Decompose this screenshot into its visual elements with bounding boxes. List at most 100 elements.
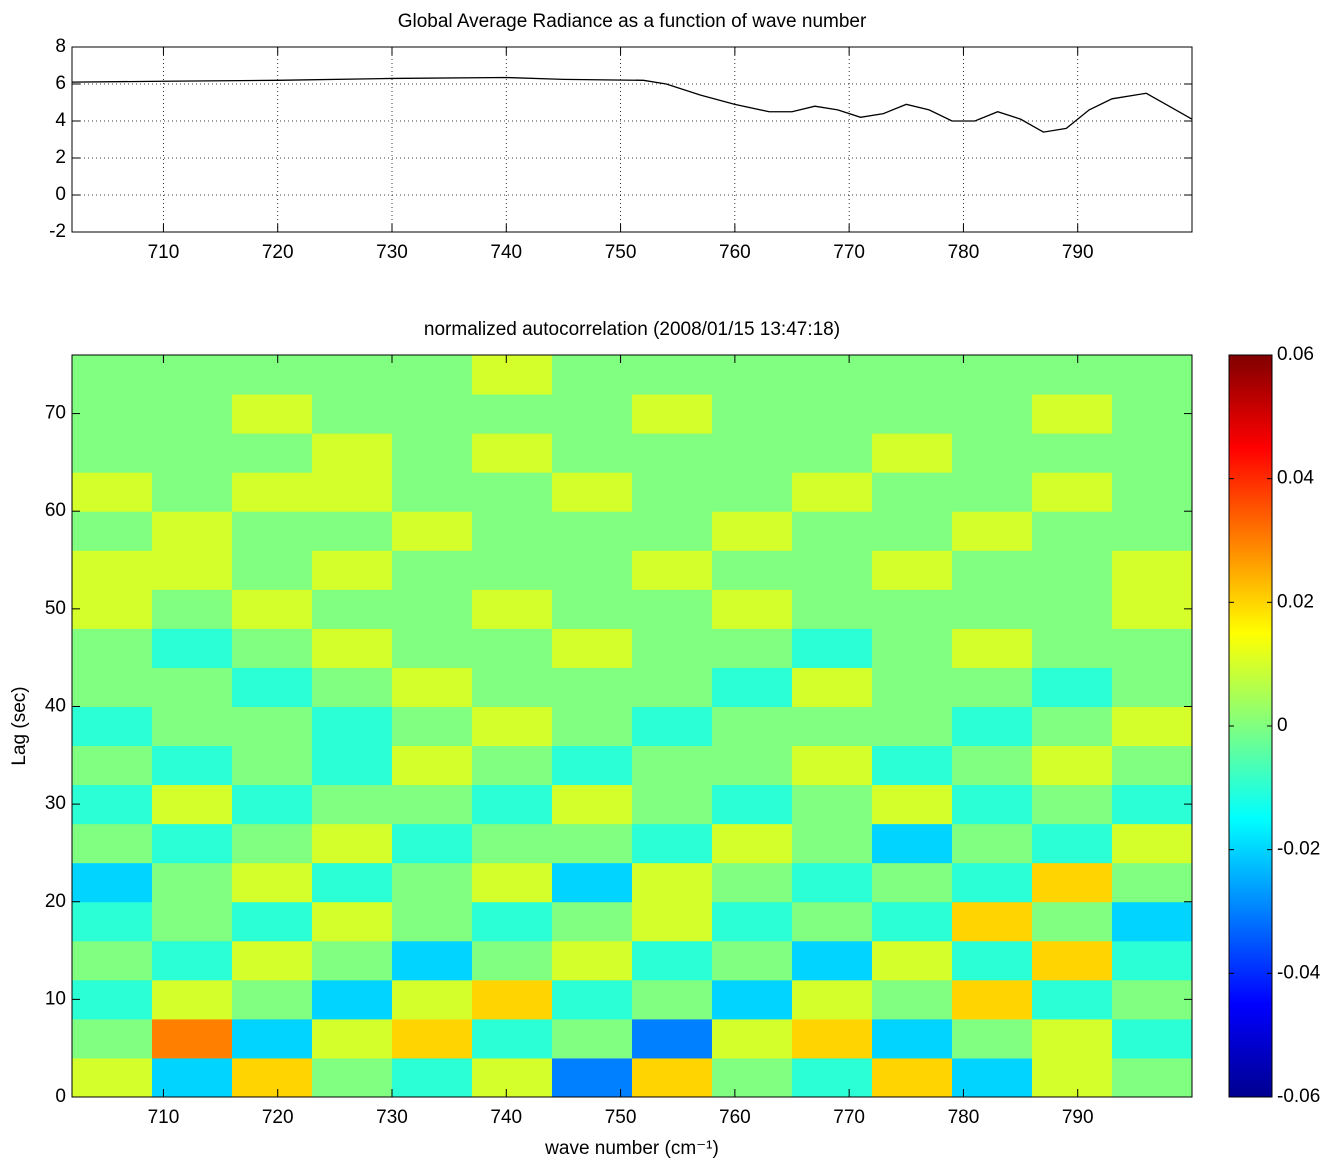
heat-cell (152, 823, 233, 864)
heat-cell (952, 589, 1033, 629)
heat-cell (792, 394, 873, 434)
heat-cell (312, 706, 393, 747)
heat-cell (952, 901, 1033, 942)
heat-cell (232, 628, 313, 668)
heat-cell (712, 940, 793, 981)
heat-cell (392, 901, 473, 942)
heat-cell (312, 589, 393, 629)
x-axis-label: wave number (cm⁻¹) (544, 1138, 719, 1159)
heat-cell (392, 589, 473, 629)
heat-cell (952, 355, 1033, 395)
heat-cell (1112, 394, 1193, 434)
heat-cell (232, 1057, 313, 1098)
heat-cell (872, 355, 953, 395)
heat-cell (632, 355, 713, 395)
heat-cell (872, 511, 953, 551)
heat-cell (72, 706, 153, 747)
heat-cell (1112, 667, 1193, 707)
heat-cell (712, 862, 793, 903)
heat-cell (472, 511, 553, 551)
x-tick-label: 730 (376, 242, 408, 263)
heat-cell (552, 745, 633, 786)
heat-cell (312, 979, 393, 1020)
heat-cell (472, 862, 553, 903)
x-tick-label: 740 (490, 1107, 522, 1128)
heat-cell (72, 550, 153, 590)
heat-cell (552, 667, 633, 707)
heat-cell (792, 745, 873, 786)
heat-cell (152, 667, 233, 707)
heat-cell (152, 511, 233, 551)
heat-cell (1032, 940, 1113, 981)
heat-cell (152, 940, 233, 981)
heat-cell (392, 1057, 473, 1098)
y-tick-label: 20 (45, 891, 66, 912)
heat-cell (552, 823, 633, 864)
heat-cell (1112, 940, 1193, 981)
heat-cell (1032, 1057, 1113, 1098)
heat-cell (1032, 862, 1113, 903)
y-tick-label: 0 (55, 1086, 66, 1107)
heat-cell (872, 550, 953, 590)
heat-cell (712, 1057, 793, 1098)
heat-cell (952, 1057, 1033, 1098)
heat-cell (72, 745, 153, 786)
heat-cell (1112, 706, 1193, 747)
heat-cell (312, 550, 393, 590)
heat-cell (1032, 979, 1113, 1020)
heat-cell (232, 823, 313, 864)
heat-cell (152, 628, 233, 668)
heat-cell (1032, 394, 1113, 434)
heat-cell (312, 1018, 393, 1059)
heat-cell (872, 1057, 953, 1098)
heat-cell (232, 979, 313, 1020)
heat-cell (952, 550, 1033, 590)
colorbar-tick-label: -0.04 (1277, 962, 1321, 983)
x-tick-label: 770 (833, 242, 865, 263)
heat-cell (632, 862, 713, 903)
heat-cell (792, 979, 873, 1020)
heat-cell (72, 394, 153, 434)
x-tick-label: 730 (376, 1107, 408, 1128)
heat-cell (232, 1018, 313, 1059)
heat-cell (1112, 862, 1193, 903)
heat-cell (72, 472, 153, 512)
axes-frame (71, 354, 1193, 1098)
heat-cell (1112, 1018, 1193, 1059)
heat-cell (632, 394, 713, 434)
heat-cell (552, 1018, 633, 1059)
heat-cell (632, 433, 713, 473)
radiance-axes: 710 720 730 740 750 760 770 780 790 -2 0 2 4 6 8 Global… (49, 11, 1193, 263)
heat-cell (152, 1057, 233, 1098)
heat-cell (1112, 472, 1193, 512)
heat-cell (632, 745, 713, 786)
y-tick-label: 2 (55, 147, 66, 168)
heat-cell (152, 979, 233, 1020)
heat-cell (312, 472, 393, 512)
heat-cell (872, 589, 953, 629)
heat-cell (792, 784, 873, 825)
heat-cell (72, 433, 153, 473)
heat-cell (872, 862, 953, 903)
heat-cell (152, 394, 233, 434)
heat-cell (232, 901, 313, 942)
heat-cell (712, 745, 793, 786)
heat-cell (72, 784, 153, 825)
heat-cell (712, 355, 793, 395)
heat-cell (72, 667, 153, 707)
heat-cell (472, 667, 553, 707)
colorbar (1228, 354, 1273, 1098)
heat-cell (72, 862, 153, 903)
heat-cell (952, 1018, 1033, 1059)
heat-cell (1032, 433, 1113, 473)
y-tick-label: 10 (45, 988, 66, 1009)
heat-cell (312, 1057, 393, 1098)
heat-cell (632, 511, 713, 551)
heat-cell (552, 706, 633, 747)
heat-cell (1112, 901, 1193, 942)
radiance-line (71, 76, 1193, 133)
x-tick-label: 760 (719, 242, 751, 263)
heat-cell (872, 706, 953, 747)
heat-cell (392, 628, 473, 668)
